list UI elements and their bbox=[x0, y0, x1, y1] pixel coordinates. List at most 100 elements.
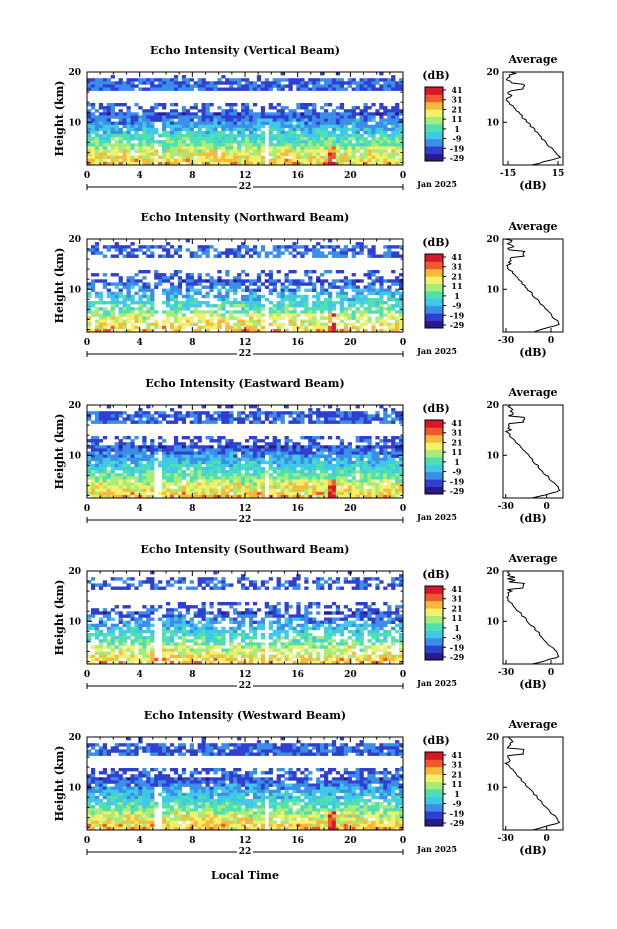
heatmap-cell bbox=[343, 473, 348, 477]
heatmap-cell bbox=[229, 405, 234, 409]
heatmap-cell bbox=[288, 149, 293, 153]
heatmap-cell bbox=[339, 152, 345, 156]
heatmap-cell bbox=[102, 87, 108, 91]
heatmap-cell bbox=[339, 420, 345, 424]
heatmap-cell bbox=[237, 577, 242, 581]
heatmap-cell bbox=[383, 137, 388, 141]
heatmap-cell bbox=[225, 103, 230, 107]
heatmap-cell bbox=[272, 112, 277, 116]
heatmap-cell bbox=[146, 146, 151, 150]
heatmap-cell bbox=[177, 254, 183, 258]
heatmap-cell bbox=[185, 146, 190, 150]
heatmap-cell bbox=[94, 242, 100, 246]
heatmap-cell bbox=[87, 282, 92, 286]
heatmap-cell bbox=[268, 313, 273, 317]
heatmap-cell bbox=[138, 482, 143, 486]
heatmap-cell bbox=[355, 485, 360, 489]
heatmap-cell bbox=[126, 457, 131, 462]
heatmap-cell bbox=[292, 112, 297, 116]
heatmap-cell bbox=[375, 307, 380, 311]
heatmap-cell bbox=[312, 106, 317, 110]
heatmap-cell bbox=[221, 251, 226, 255]
heatmap-cell bbox=[292, 158, 297, 163]
heatmap-cell bbox=[154, 103, 159, 107]
colorbar-tick-label: -19 bbox=[450, 476, 465, 486]
heatmap-cell bbox=[395, 494, 400, 499]
heatmap-cell bbox=[217, 254, 222, 258]
heatmap-cell bbox=[371, 285, 376, 289]
heatmap-cell bbox=[106, 451, 111, 455]
heatmap-cell bbox=[185, 491, 190, 496]
heatmap-cell bbox=[280, 282, 285, 286]
heatmap-cell bbox=[387, 109, 392, 113]
heatmap-cell bbox=[177, 482, 183, 486]
heatmap-cell bbox=[217, 454, 222, 458]
heatmap-cell bbox=[324, 316, 329, 320]
heatmap-cell bbox=[162, 279, 167, 283]
heatmap-cell bbox=[335, 149, 341, 153]
heatmap-cell bbox=[118, 158, 123, 163]
heatmap-cell bbox=[359, 313, 364, 317]
heatmap-cell bbox=[260, 84, 266, 88]
heatmap-cell bbox=[221, 460, 226, 465]
heatmap-cell bbox=[371, 115, 376, 119]
heatmap-cell bbox=[292, 124, 297, 129]
heatmap-cell bbox=[347, 451, 352, 455]
heatmap-cell bbox=[118, 451, 123, 455]
heatmap-cell bbox=[324, 445, 329, 449]
heatmap-cell bbox=[292, 476, 297, 480]
heatmap-cell bbox=[300, 282, 305, 286]
heatmap-cell bbox=[114, 242, 119, 246]
heatmap-cell bbox=[320, 448, 325, 452]
heatmap-cell bbox=[162, 476, 167, 480]
heatmap-cell bbox=[134, 121, 139, 125]
heatmap-cell bbox=[110, 319, 115, 323]
heatmap-cell bbox=[197, 155, 202, 160]
heatmap-cell bbox=[355, 87, 360, 91]
heatmap-cell bbox=[177, 301, 183, 305]
heatmap-cell bbox=[276, 103, 281, 107]
heatmap-cell bbox=[217, 297, 222, 302]
heatmap-cell bbox=[118, 457, 123, 462]
heatmap-cell bbox=[359, 127, 364, 132]
heatmap-cell bbox=[130, 485, 135, 489]
heatmap-cell bbox=[252, 103, 258, 107]
heatmap-cell bbox=[320, 245, 325, 249]
heatmap-cell bbox=[347, 482, 352, 486]
heatmap-cell bbox=[399, 112, 404, 116]
heatmap-cell bbox=[268, 149, 273, 153]
heatmap-cell bbox=[122, 451, 127, 455]
heatmap-cell bbox=[126, 294, 131, 299]
heatmap-cell bbox=[90, 285, 96, 289]
heatmap-cell bbox=[162, 439, 167, 443]
heatmap-cell bbox=[327, 137, 333, 141]
heatmap-cell bbox=[248, 115, 254, 119]
heatmap-cell bbox=[379, 127, 384, 132]
heatmap-cell bbox=[296, 282, 301, 286]
heatmap-cell bbox=[193, 251, 198, 255]
heatmap-cell bbox=[241, 445, 246, 449]
heatmap-cell bbox=[162, 152, 167, 156]
heatmap-cell bbox=[193, 137, 198, 141]
heatmap-cell bbox=[375, 491, 380, 496]
heatmap-cell bbox=[233, 479, 238, 483]
panel-title: Echo Intensity (Northward Beam) bbox=[141, 211, 350, 224]
heatmap-cell bbox=[260, 488, 266, 493]
heatmap-cell bbox=[280, 124, 285, 129]
heatmap-cell bbox=[335, 106, 341, 110]
heatmap-cell bbox=[379, 121, 384, 125]
colorbar-unit: (dB) bbox=[422, 402, 449, 415]
heatmap-cell bbox=[205, 254, 210, 258]
heatmap-cell bbox=[146, 482, 151, 486]
heatmap-cell bbox=[98, 118, 104, 122]
heatmap-cell bbox=[233, 322, 238, 327]
heatmap-cell bbox=[288, 294, 293, 299]
heatmap-cell bbox=[308, 448, 313, 452]
heatmap-cell bbox=[276, 467, 281, 471]
heatmap-cell bbox=[177, 285, 183, 289]
heatmap-cell bbox=[90, 288, 96, 292]
heatmap-cell bbox=[134, 124, 139, 129]
heatmap-cell bbox=[229, 155, 234, 160]
heatmap-cell bbox=[391, 134, 396, 138]
heatmap-cell bbox=[201, 251, 206, 255]
